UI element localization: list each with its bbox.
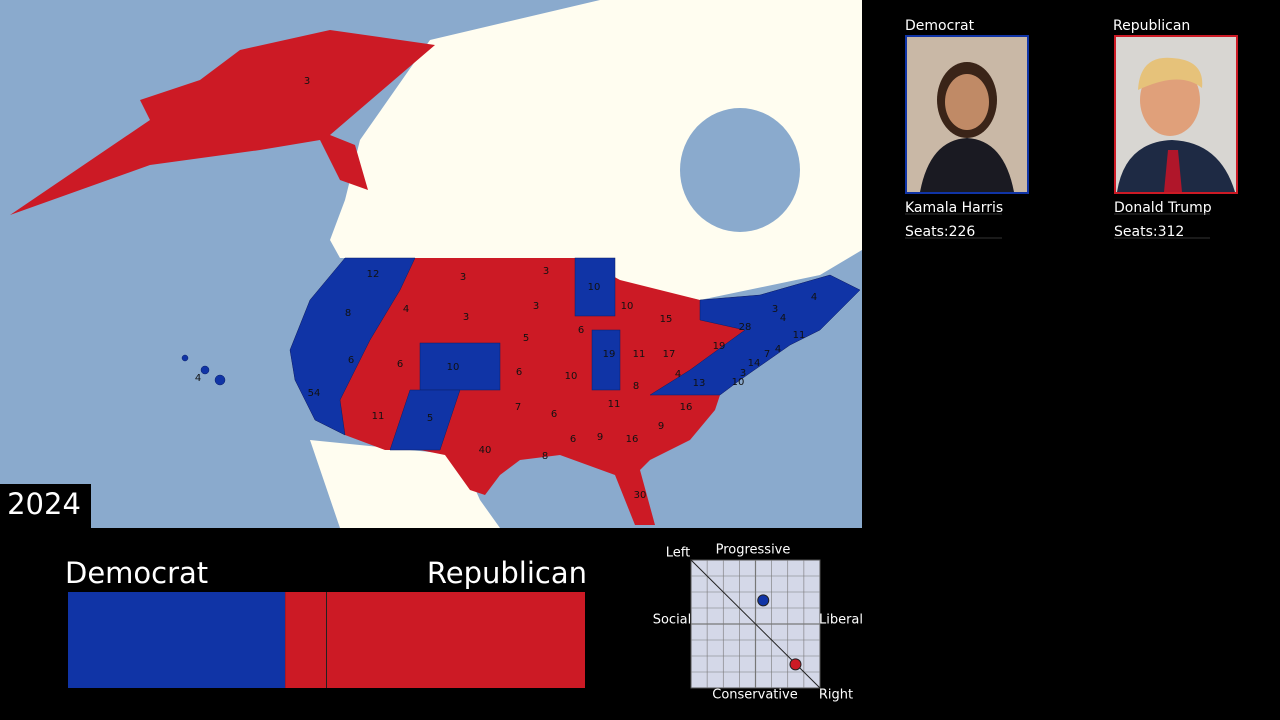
seat-bar-segment	[285, 592, 585, 688]
seat-bar-segment	[68, 592, 286, 688]
electoral-votes: 4	[195, 373, 201, 384]
electoral-votes: 6	[397, 359, 403, 370]
electoral-votes: 12	[367, 269, 380, 280]
party: Democrat	[905, 18, 975, 34]
electoral-votes: 5	[427, 413, 433, 424]
candidate-name: Kamala Harris	[905, 200, 1003, 216]
electoral-votes: 3	[304, 76, 310, 87]
electoral-votes: 6	[551, 409, 557, 420]
hair	[1138, 57, 1203, 90]
electoral-votes: 8	[345, 308, 351, 319]
electoral-votes: 7	[515, 402, 521, 413]
hawaii	[214, 374, 226, 386]
electoral-votes: 3	[533, 301, 539, 312]
electoral-votes: 10	[621, 301, 634, 312]
electoral-votes: 11	[793, 330, 806, 341]
compass-grid	[691, 560, 820, 688]
electoral-votes: 30	[634, 490, 647, 501]
face	[945, 74, 989, 130]
compass-label: Right	[819, 688, 853, 703]
electoral-votes: 8	[633, 381, 639, 392]
compass-label: Liberal	[819, 613, 863, 628]
colorado	[419, 342, 501, 391]
bar-label: Republican	[427, 556, 587, 590]
electoral-votes: 6	[578, 325, 584, 336]
seats: Seats:226	[905, 224, 975, 240]
year-box	[0, 484, 91, 528]
electoral-votes: 4	[811, 292, 817, 303]
party: Republican	[1113, 18, 1190, 34]
democrat-states	[181, 257, 861, 451]
suit	[920, 138, 1014, 192]
electoral-votes: 11	[608, 399, 621, 410]
electoral-votes: 3	[543, 266, 549, 277]
tie	[1164, 150, 1182, 192]
electoral-votes: 4	[675, 369, 681, 380]
electoral-votes: 5	[523, 333, 529, 344]
electoral-votes: 16	[680, 402, 693, 413]
electoral-votes: 17	[663, 349, 676, 360]
compass-point	[789, 658, 802, 671]
illinois	[591, 329, 621, 391]
electoral-votes: 13	[693, 378, 706, 389]
electoral-votes: 19	[713, 341, 726, 352]
electoral-votes: 10	[588, 282, 601, 293]
compass-label: Social	[653, 613, 692, 628]
electoral-votes: 3	[740, 368, 746, 379]
electoral-votes: 3	[772, 304, 778, 315]
electoral-votes: 8	[542, 451, 548, 462]
electoral-votes: 14	[748, 358, 761, 369]
electoral-votes: 3	[463, 312, 469, 323]
electoral-votes: 11	[633, 349, 646, 360]
compass-point	[757, 594, 770, 607]
electoral-votes: 10	[732, 377, 745, 388]
electoral-votes: 6	[348, 355, 354, 366]
candidate-name: Donald Trump	[1114, 200, 1212, 216]
hawaii	[181, 354, 189, 362]
republican-states	[290, 258, 860, 525]
minnesota	[574, 257, 616, 317]
seats: Seats:312	[1114, 224, 1184, 240]
compass-label: Left	[666, 546, 690, 561]
year: 2024	[7, 487, 81, 521]
photo	[1114, 35, 1238, 194]
hawaii	[200, 365, 210, 375]
electoral-votes: 10	[565, 371, 578, 382]
compass-label: Conservative	[712, 688, 797, 703]
photo	[905, 35, 1029, 194]
electoral-votes: 9	[658, 421, 664, 432]
electoral-votes: 7	[764, 349, 770, 360]
electoral-votes: 16	[626, 434, 639, 445]
electoral-votes: 4	[775, 344, 781, 355]
electoral-votes: 9	[597, 432, 603, 443]
electoral-votes: 15	[660, 314, 673, 325]
electoral-votes: 6	[570, 434, 576, 445]
electoral-votes: 28	[739, 322, 752, 333]
electoral-votes: 6	[516, 367, 522, 378]
electoral-votes: 4	[403, 304, 409, 315]
electoral-votes: 3	[460, 272, 466, 283]
northeast	[649, 274, 861, 396]
electoral-votes: 4	[780, 313, 786, 324]
electoral-votes: 10	[447, 362, 460, 373]
alaska	[10, 30, 435, 215]
hudson-bay	[680, 108, 800, 232]
electoral-votes: 54	[308, 388, 321, 399]
electoral-votes: 19	[603, 349, 616, 360]
candidates: Democrat Republican Kamala Harris Donald…	[905, 18, 1238, 240]
new-mexico	[389, 389, 461, 451]
electoral-votes: 40	[479, 445, 492, 456]
bar-label: Democrat	[65, 556, 208, 590]
seat-bar	[68, 592, 585, 688]
electoral-votes: 11	[372, 411, 385, 422]
compass-label: Progressive	[716, 543, 791, 558]
west-coast	[289, 257, 416, 436]
